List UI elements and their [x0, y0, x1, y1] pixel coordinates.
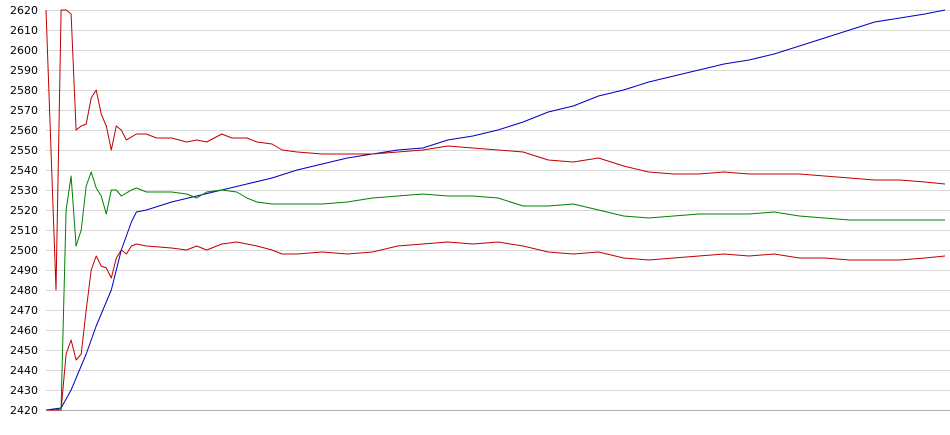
series-layer	[45, 9, 946, 411]
y-tick-label: 2470	[10, 304, 38, 317]
y-tick-label: 2430	[10, 384, 38, 397]
series-line-2	[45, 9, 946, 291]
y-tick-label: 2610	[10, 24, 38, 37]
series-line-3	[46, 171, 945, 411]
y-tick-label: 2600	[10, 44, 38, 57]
series-line-1	[45, 9, 946, 411]
y-tick-label: 2450	[10, 344, 38, 357]
y-tick-label: 2570	[10, 104, 38, 117]
y-tick-label: 2510	[10, 224, 38, 237]
y-tick-label: 2520	[10, 204, 38, 217]
y-tick-label: 2580	[10, 84, 38, 97]
y-tick-label: 2620	[10, 4, 38, 17]
y-tick-label: 2420	[10, 404, 38, 417]
y-tick-label: 2530	[10, 184, 38, 197]
y-tick-label: 2490	[10, 264, 38, 277]
y-tick-label: 2460	[10, 324, 38, 337]
y-tick-label: 2500	[10, 244, 38, 257]
y-tick-label: 2590	[10, 64, 38, 77]
y-tick-label: 2560	[10, 124, 38, 137]
y-tick-label: 2480	[10, 284, 38, 297]
series-line-4	[46, 241, 946, 411]
grid-layer	[46, 10, 950, 411]
y-tick-labels: 2420 2430 2440 2450 2460 2470 2480 2490 2500 2510…	[10, 4, 38, 417]
y-tick-label: 2440	[10, 364, 38, 377]
y-tick-label: 2550	[10, 144, 38, 157]
y-tick-label: 2540	[10, 164, 38, 177]
